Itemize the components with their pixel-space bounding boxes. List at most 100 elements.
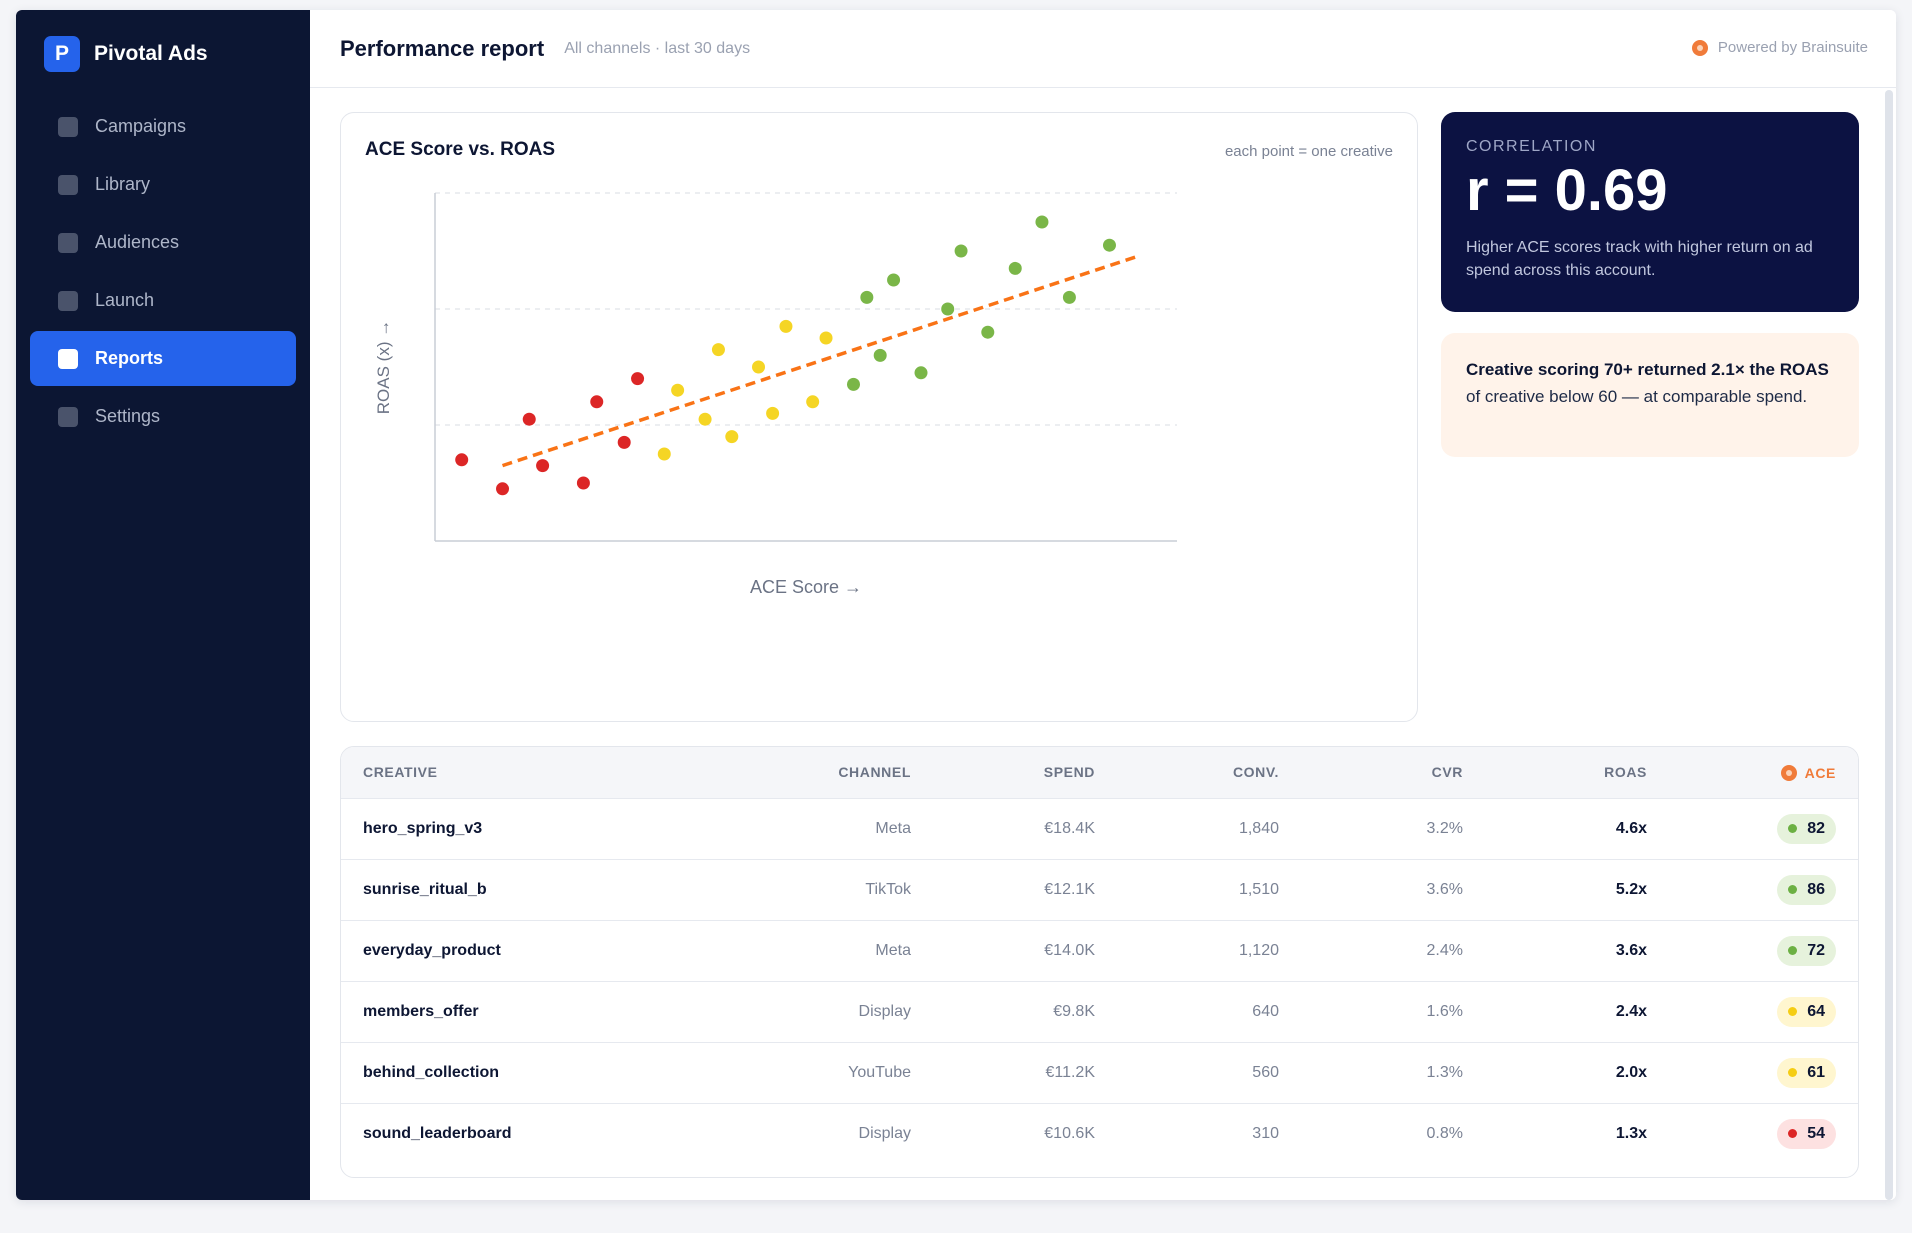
data-point[interactable] <box>711 343 725 357</box>
sidebar-item-launch[interactable]: Launch <box>30 273 296 328</box>
data-point[interactable] <box>536 459 550 473</box>
cell-cvr: 3.2% <box>1426 819 1463 837</box>
scrollbar[interactable] <box>1885 90 1893 1200</box>
header-creative[interactable]: CREATIVE <box>363 764 438 781</box>
table-row[interactable]: everyday_product Meta €14.0K 1,120 2.4% … <box>341 920 1858 981</box>
table-row[interactable]: hero_spring_v3 Meta €18.4K 1,840 3.2% 4.… <box>341 798 1858 859</box>
data-point[interactable] <box>887 273 901 287</box>
trend-line <box>501 255 1137 468</box>
cell-cvr: 0.8% <box>1426 1124 1463 1142</box>
data-point[interactable] <box>576 476 590 490</box>
cell-spend: €14.0K <box>1044 941 1095 959</box>
data-point[interactable] <box>873 348 887 362</box>
cell-roas: 4.6x <box>1615 819 1647 837</box>
cell-roas: 2.0x <box>1615 1063 1647 1081</box>
data-point[interactable] <box>981 325 995 339</box>
data-point[interactable] <box>671 383 685 397</box>
data-point[interactable] <box>846 377 860 391</box>
header-ace[interactable]: ACE <box>1647 747 1858 798</box>
data-point[interactable] <box>617 435 631 449</box>
data-point[interactable] <box>860 290 874 304</box>
data-point[interactable] <box>1035 215 1049 229</box>
ace-score: 82 <box>1807 819 1825 837</box>
data-point[interactable] <box>819 331 833 345</box>
data-point[interactable] <box>752 360 766 374</box>
cell-cvr: 1.6% <box>1426 1002 1463 1020</box>
cell-roas: 3.6x <box>1615 941 1647 959</box>
settings-icon <box>58 406 78 427</box>
table-row[interactable]: sound_leaderboard Display €10.6K 310 0.8… <box>341 1103 1858 1164</box>
data-point[interactable] <box>779 319 793 333</box>
sidebar-item-settings[interactable]: Settings <box>30 389 296 444</box>
data-point[interactable] <box>657 447 671 461</box>
data-point[interactable] <box>522 412 536 426</box>
cell-creative: everyday_product <box>363 941 501 959</box>
ace-dot-icon <box>1788 885 1798 894</box>
table-row[interactable]: members_offer Display €9.8K 640 1.6% 2.4… <box>341 981 1858 1042</box>
cell-spend: €11.2K <box>1045 1063 1095 1081</box>
sidebar-item-reports[interactable]: Reports <box>30 331 296 386</box>
correlation-description: Higher ACE scores track with higher retu… <box>1466 239 1813 280</box>
data-point[interactable] <box>725 430 739 444</box>
ace-score: 61 <box>1807 1063 1825 1081</box>
cell-creative: sound_leaderboard <box>363 1124 512 1142</box>
correlation-label: CORRELATION <box>1466 138 1597 155</box>
data-point[interactable] <box>1008 261 1022 275</box>
page-subtitle: All channels · last 30 days <box>564 39 751 57</box>
chart-title: ACE Score vs. ROAS <box>365 139 556 160</box>
cell-channel: Meta <box>875 941 911 959</box>
sidebar-item-audiences[interactable]: Audiences <box>30 215 296 270</box>
ace-badge: 61 <box>1777 1057 1836 1088</box>
ace-badge: 54 <box>1777 1118 1836 1149</box>
brand[interactable]: P Pivotal Ads <box>44 36 208 72</box>
insight-bold-1: Creative scoring 70+ returned 2.1× the <box>1466 360 1775 379</box>
sidebar-item-campaigns[interactable]: Campaigns <box>30 99 296 154</box>
data-point[interactable] <box>631 372 645 386</box>
data-point[interactable] <box>496 482 510 496</box>
reports-icon <box>58 348 78 369</box>
sidebar-item-library[interactable]: Library <box>30 157 296 212</box>
ace-score: 86 <box>1807 880 1825 898</box>
data-point[interactable] <box>1062 290 1076 304</box>
cell-ace: 82 <box>1647 798 1858 859</box>
creatives-table-card: CREATIVE CHANNEL SPEND CONV. CVR ROAS AC… <box>340 746 1859 1178</box>
cell-conv: 560 <box>1252 1063 1279 1081</box>
table-body: hero_spring_v3 Meta €18.4K 1,840 3.2% 4.… <box>341 798 1858 1164</box>
cell-conv: 1,510 <box>1238 880 1279 898</box>
data-point[interactable] <box>698 412 712 426</box>
cell-creative: hero_spring_v3 <box>363 819 483 837</box>
table-row[interactable]: behind_collection YouTube €11.2K 560 1.3… <box>341 1042 1858 1103</box>
cell-creative: sunrise_ritual_b <box>363 880 487 898</box>
header-spend[interactable]: SPEND <box>1043 764 1095 781</box>
chart-note: each point = one creative <box>1224 143 1393 160</box>
cell-conv: 1,120 <box>1238 941 1279 959</box>
header-roas[interactable]: ROAS <box>1604 764 1647 781</box>
data-point[interactable] <box>1102 238 1116 252</box>
header-conv[interactable]: CONV. <box>1232 764 1279 781</box>
header-ace-label: ACE <box>1804 765 1836 782</box>
data-point[interactable] <box>806 395 820 409</box>
sidebar-item-label: Settings <box>95 406 161 426</box>
sidebar-item-label: Audiences <box>95 232 180 252</box>
header-cvr[interactable]: CVR <box>1431 764 1463 781</box>
data-point[interactable] <box>766 406 780 420</box>
sidebar-item-label: Reports <box>95 348 164 368</box>
cell-ace: 61 <box>1647 1042 1858 1103</box>
ace-dot-icon <box>1788 824 1798 833</box>
data-point[interactable] <box>455 453 469 467</box>
data-point[interactable] <box>590 395 604 409</box>
ace-badge: 86 <box>1777 874 1836 905</box>
insight-bold-2: ROAS <box>1779 360 1829 379</box>
data-point[interactable] <box>914 366 928 380</box>
powered-by[interactable]: Powered by Brainsuite <box>1691 39 1868 56</box>
brainsuite-icon <box>1691 39 1708 56</box>
data-point[interactable] <box>941 302 955 316</box>
y-axis-label: ROAS (x) → <box>374 320 393 414</box>
cell-channel: TikTok <box>865 880 911 898</box>
launch-icon <box>58 290 78 311</box>
header-channel[interactable]: CHANNEL <box>838 764 911 781</box>
data-point[interactable] <box>954 244 968 258</box>
sidebar-item-label: Campaigns <box>95 116 187 136</box>
campaigns-icon <box>58 116 78 137</box>
table-row[interactable]: sunrise_ritual_b TikTok €12.1K 1,510 3.6… <box>341 859 1858 920</box>
